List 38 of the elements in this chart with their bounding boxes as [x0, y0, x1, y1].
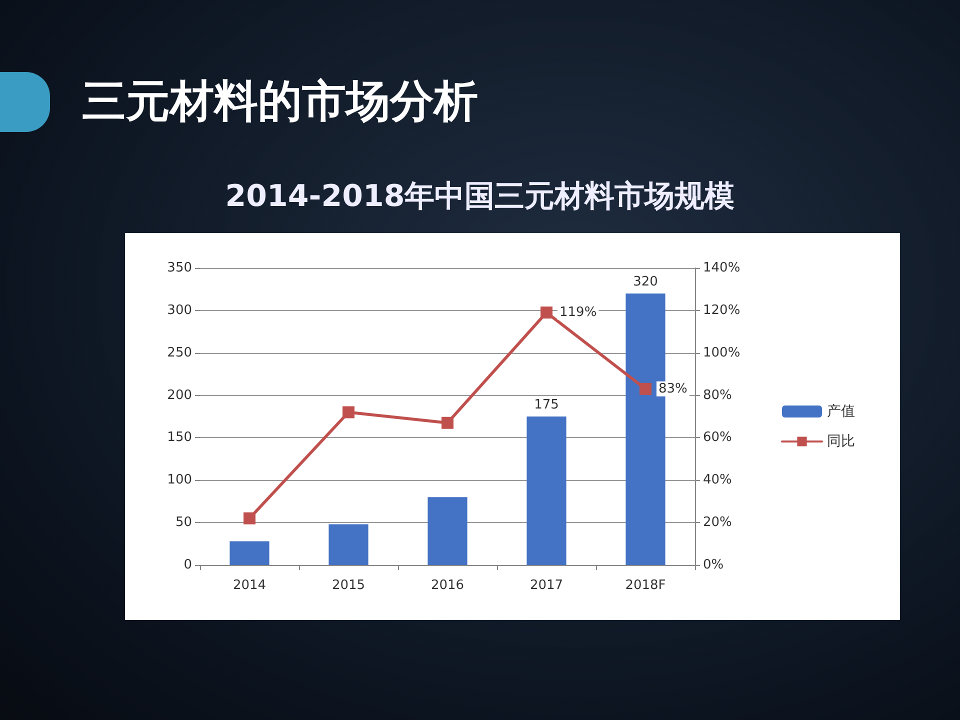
y2-tick-label: 60%: [703, 430, 732, 446]
x-tick-label: 2016: [430, 578, 464, 593]
bar: [526, 416, 566, 565]
y2-tick-label: 40%: [703, 472, 732, 488]
bar: [428, 497, 468, 565]
bar: [328, 524, 368, 565]
y-tick-label: 250: [167, 345, 192, 360]
y2-tick-label: 120%: [703, 302, 740, 318]
legend-label: 同比: [827, 434, 855, 450]
data-label: 119%: [560, 305, 597, 320]
y-tick-label: 350: [167, 260, 192, 276]
legend-label: 产值: [827, 404, 855, 420]
point: [640, 382, 652, 395]
y-tick-label: 50: [175, 515, 192, 530]
x-tick-label: 2017: [530, 578, 564, 593]
data-label: 175: [534, 398, 559, 412]
y2-tick-label: 100%: [703, 345, 740, 360]
y2-tick-label: 20%: [703, 515, 732, 530]
y-tick-label: 100: [167, 472, 192, 488]
point: [342, 406, 354, 418]
x-tick-label: 2015: [332, 578, 366, 593]
point: [244, 512, 256, 524]
y2-tick-label: 80%: [703, 388, 732, 403]
point: [540, 306, 552, 319]
x-tick-label: 2014: [232, 578, 266, 593]
x-tick-label: 2018F: [625, 578, 666, 593]
data-label: 320: [633, 274, 658, 290]
bar: [230, 541, 270, 565]
chart-title: 三元材料的市场分析: [82, 75, 478, 129]
chart-subtitle: 2014-2018年中国三元材料市场规模: [224, 178, 736, 216]
y-tick-label: 300: [167, 302, 192, 318]
y2-tick-label: 0%: [703, 558, 724, 572]
data-label: 83%: [658, 381, 688, 396]
point: [442, 416, 454, 429]
y-tick-label: 200: [167, 388, 192, 403]
y-tick-label: 150: [167, 430, 192, 446]
y2-tick-label: 140%: [703, 260, 740, 276]
y-tick-label: 0: [184, 558, 192, 572]
